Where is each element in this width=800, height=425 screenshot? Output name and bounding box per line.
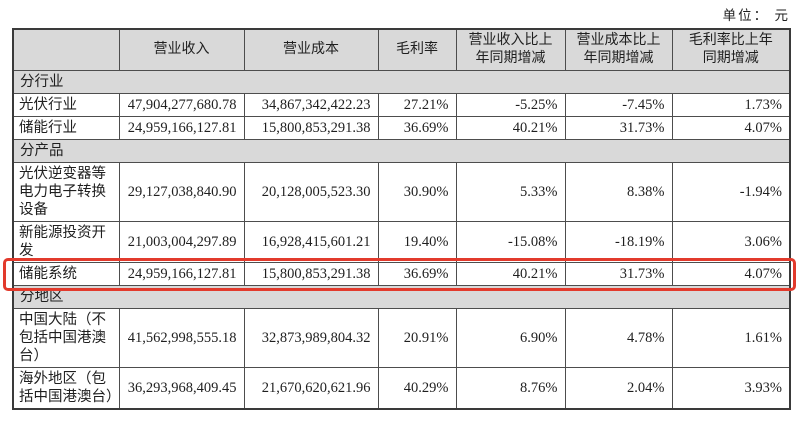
value-cell: 31.73%	[564, 262, 673, 286]
row-label: 中国大陆（不包括中国港澳台）	[12, 308, 120, 368]
value-cell: 47,904,277,680.78	[118, 93, 245, 117]
value-cell: 15,800,853,291.38	[243, 116, 379, 140]
column-header-4: 营业收入比上年同期增减	[455, 28, 566, 71]
value-cell: 19.40%	[377, 221, 457, 263]
column-header-1: 营业收入	[118, 28, 245, 71]
value-cell: -15.08%	[455, 221, 566, 263]
value-cell: -18.19%	[564, 221, 673, 263]
section-label: 分地区	[12, 285, 791, 309]
value-cell: 36,293,968,409.45	[118, 367, 245, 410]
value-cell: -7.45%	[564, 93, 673, 117]
value-cell: 36.69%	[377, 116, 457, 140]
value-cell: 32,873,989,804.32	[243, 308, 379, 368]
table-row: 光伏行业 47,904,277,680.78 34,867,342,422.23 27…	[12, 93, 791, 117]
row-label: 光伏逆变器等电力电子转换设备	[12, 162, 120, 222]
value-cell: 3.06%	[671, 221, 791, 263]
table-row: 新能源投资开发 21,003,004,297.89 16,928,415,601.2…	[12, 221, 791, 263]
value-cell: 21,003,004,297.89	[118, 221, 245, 263]
value-cell: 4.78%	[564, 308, 673, 368]
value-cell: 34,867,342,422.23	[243, 93, 379, 117]
value-cell: 3.93%	[671, 367, 791, 410]
table-row: 中国大陆（不包括中国港澳台） 41,562,998,555.18 32,873,98…	[12, 308, 791, 368]
table-row: 海外地区（包括中国港澳台） 36,293,968,409.45 21,670,620…	[12, 367, 791, 410]
value-cell: 5.33%	[455, 162, 566, 222]
value-cell: 4.07%	[671, 116, 791, 140]
unit-label: 单位： 元	[722, 8, 790, 23]
value-cell: 29,127,038,840.90	[118, 162, 245, 222]
value-cell: 6.90%	[455, 308, 566, 368]
value-cell: 16,928,415,601.21	[243, 221, 379, 263]
column-header-0	[12, 28, 120, 71]
value-cell: 40.21%	[455, 116, 566, 140]
value-cell: 8.76%	[455, 367, 566, 410]
section-label: 分行业	[12, 70, 791, 94]
row-label: 海外地区（包括中国港澳台）	[12, 367, 120, 410]
column-header-5: 营业成本比上年同期增减	[564, 28, 673, 71]
header-row: 营业收入 营业成本 毛利率 营业收入比上年同期增减 营业成本比上年同期增减 毛利率比上年同…	[12, 28, 791, 71]
value-cell: 31.73%	[564, 116, 673, 140]
value-cell: 4.07%	[671, 262, 791, 286]
value-cell: 24,959,166,127.81	[118, 116, 245, 140]
value-cell: 30.90%	[377, 162, 457, 222]
value-cell: 41,562,998,555.18	[118, 308, 245, 368]
row-label: 光伏行业	[12, 93, 120, 117]
value-cell: 15,800,853,291.38	[243, 262, 379, 286]
section-row: 分行业	[12, 70, 791, 94]
value-cell: -1.94%	[671, 162, 791, 222]
value-cell: 1.73%	[671, 93, 791, 117]
row-label: 新能源投资开发	[12, 221, 120, 263]
value-cell: 24,959,166,127.81	[118, 262, 245, 286]
table-row: 光伏逆变器等电力电子转换设备 29,127,038,840.90 20,128,00…	[12, 162, 791, 222]
table-row: 储能系统 24,959,166,127.81 15,800,853,291.38 36…	[12, 262, 791, 286]
section-label: 分产品	[12, 139, 791, 163]
value-cell: 36.69%	[377, 262, 457, 286]
value-cell: 2.04%	[564, 367, 673, 410]
financial-table: 营业收入 营业成本 毛利率 营业收入比上年同期增减 营业成本比上年同期增减 毛利率比上年同…	[12, 28, 791, 410]
value-cell: 8.38%	[564, 162, 673, 222]
value-cell: 20,128,005,523.30	[243, 162, 379, 222]
table-row: 储能行业 24,959,166,127.81 15,800,853,291.38 36…	[12, 116, 791, 140]
value-cell: 1.61%	[671, 308, 791, 368]
value-cell: 21,670,620,621.96	[243, 367, 379, 410]
column-header-6: 毛利率比上年同期增减	[671, 28, 791, 71]
value-cell: -5.25%	[455, 93, 566, 117]
value-cell: 40.21%	[455, 262, 566, 286]
table-body: 分行业 光伏行业 47,904,277,680.78 34,867,342,422.2…	[12, 70, 791, 410]
column-header-3: 毛利率	[377, 28, 457, 71]
section-row: 分产品	[12, 139, 791, 163]
value-cell: 27.21%	[377, 93, 457, 117]
value-cell: 40.29%	[377, 367, 457, 410]
value-cell: 20.91%	[377, 308, 457, 368]
column-header-2: 营业成本	[243, 28, 379, 71]
table-header: 营业收入 营业成本 毛利率 营业收入比上年同期增减 营业成本比上年同期增减 毛利率比上年同…	[12, 28, 791, 71]
row-label: 储能行业	[12, 116, 120, 140]
row-label: 储能系统	[12, 262, 120, 286]
section-row: 分地区	[12, 285, 791, 309]
